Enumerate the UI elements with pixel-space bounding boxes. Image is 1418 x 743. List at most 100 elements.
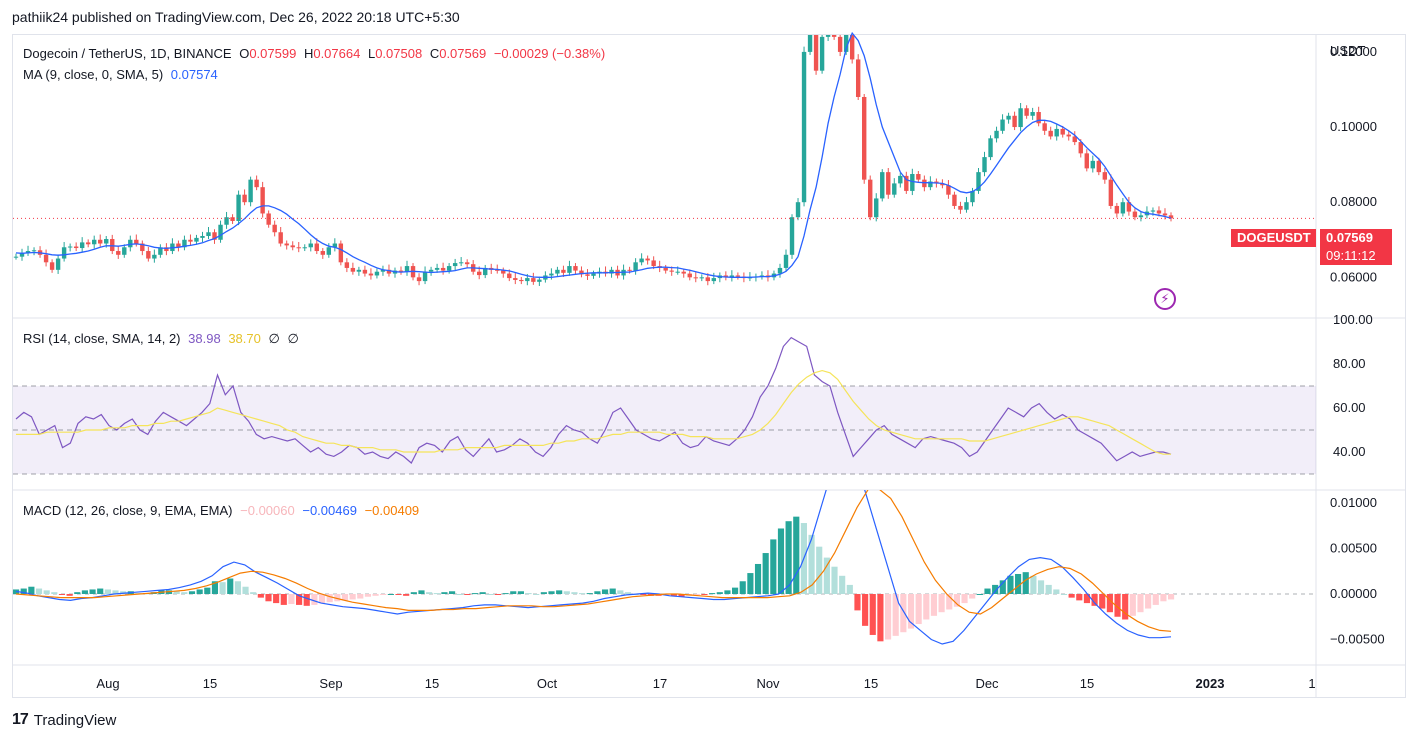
candle-body <box>176 243 181 248</box>
macd-hist-bar <box>884 594 892 640</box>
candle-body <box>356 269 362 272</box>
macd-hist-bar <box>89 589 96 594</box>
macd-hist-bar <box>525 593 532 595</box>
macd-tick-label: −0.00500 <box>1330 632 1385 647</box>
price-legend: Dogecoin / TetherUS, 1D, BINANCE O0.0759… <box>23 46 609 61</box>
macd-hist-bar <box>1053 589 1060 594</box>
macd-hist-bar <box>479 592 486 594</box>
macd-hist-bar <box>288 594 295 605</box>
countdown-tag: 09:11:12 <box>1320 247 1392 265</box>
candle-body <box>116 251 121 255</box>
macd-hist-bar <box>1106 594 1113 613</box>
macd-hist-bar <box>701 594 708 595</box>
macd-hist-bar <box>984 588 991 594</box>
candle-body <box>254 179 259 188</box>
candle-body <box>31 250 37 252</box>
candle-body <box>825 35 831 37</box>
candle-body <box>272 224 277 233</box>
macd-hist-bar <box>762 553 769 594</box>
candle-body <box>1018 108 1023 128</box>
macd-hist-bar <box>211 581 219 594</box>
candle-body <box>55 258 61 270</box>
candle-body <box>1126 202 1132 212</box>
chart-frame[interactable] <box>12 34 1406 698</box>
candle-body <box>1072 136 1077 143</box>
rsi-tick-label: 80.00 <box>1333 356 1366 371</box>
macd-hist-bar <box>907 594 915 629</box>
candle-body <box>146 251 151 259</box>
candle-body <box>687 273 692 278</box>
candle-body <box>164 247 169 252</box>
candle-body <box>13 256 19 258</box>
candle-body <box>910 174 915 191</box>
macd-hist-bar <box>579 593 586 595</box>
macd-hist-bar <box>196 589 203 594</box>
rsi-tick-label: 40.00 <box>1333 444 1366 459</box>
macd-hist-bar <box>341 594 349 601</box>
candle-body <box>1066 134 1071 137</box>
macd-hist-bar <box>862 594 869 626</box>
rsi-tick-label: 100.00 <box>1333 312 1373 327</box>
macd-hist-bar <box>81 590 88 594</box>
candle-body <box>19 252 25 257</box>
macd-hist-bar <box>97 588 104 594</box>
open-label: O <box>239 46 250 61</box>
candle-body <box>152 254 157 259</box>
candle-body <box>428 269 434 272</box>
candle-body <box>326 247 332 255</box>
candle-body <box>579 270 584 275</box>
macd-hist-bar <box>395 594 402 595</box>
tradingview-logo-icon: 17 <box>12 711 29 728</box>
rsi-sma-line <box>16 369 1171 455</box>
macd-hist-bar <box>601 589 609 594</box>
candle-body <box>1132 211 1138 218</box>
macd-hist-bar <box>900 594 907 633</box>
candle-body <box>332 243 338 248</box>
candle-body <box>976 172 981 191</box>
candle-body <box>958 205 963 210</box>
rsi-extra-2: ∅ <box>287 331 299 346</box>
candle-body <box>320 251 325 255</box>
candle-body <box>477 271 482 276</box>
macd-hist-bar <box>380 594 387 595</box>
candle-body <box>218 224 223 240</box>
candle-body <box>843 35 849 52</box>
macd-hist-bar <box>51 592 58 594</box>
macd-hist-bar <box>265 594 272 602</box>
macd-hist-bar <box>892 594 899 636</box>
candle-body <box>1060 128 1065 135</box>
lightning-icon[interactable]: ⚡ <box>1154 288 1176 310</box>
macd-hist-bar <box>586 593 593 595</box>
candle-body <box>916 174 921 180</box>
candle-body <box>507 273 512 279</box>
price-tag: 0.07569 <box>1320 229 1392 247</box>
macd-hist-bar <box>326 594 333 603</box>
candle-body <box>134 239 139 244</box>
high-value: 0.07664 <box>313 46 361 61</box>
candle-body <box>537 279 542 282</box>
rsi-label: RSI (14, close, SMA, 14, 2) <box>23 331 181 346</box>
time-tick-label: Oct <box>537 676 558 691</box>
macd-hist-bar <box>456 594 463 595</box>
candle-body <box>224 217 229 225</box>
macd-hist-bar <box>433 593 440 595</box>
macd-hist-bar <box>732 587 739 594</box>
candle-body <box>705 277 710 282</box>
candle-body <box>495 269 500 271</box>
low-value: 0.07508 <box>375 46 423 61</box>
macd-hist-bar <box>1076 594 1083 601</box>
candle-body <box>519 279 524 282</box>
footer-brand: 17 TradingView <box>12 711 116 729</box>
macd-hist-bar <box>234 581 241 594</box>
candle-body <box>633 262 638 271</box>
candle-body <box>464 262 470 265</box>
candle-body <box>1168 215 1174 219</box>
candle-body <box>374 271 380 276</box>
candle-body <box>982 157 987 173</box>
macd-hist-bar <box>915 594 922 625</box>
candle-body <box>940 183 945 186</box>
brand-name: TradingView <box>33 711 117 729</box>
price-tick-label: 0.06000 <box>1330 269 1377 284</box>
candle-body <box>1078 142 1083 154</box>
